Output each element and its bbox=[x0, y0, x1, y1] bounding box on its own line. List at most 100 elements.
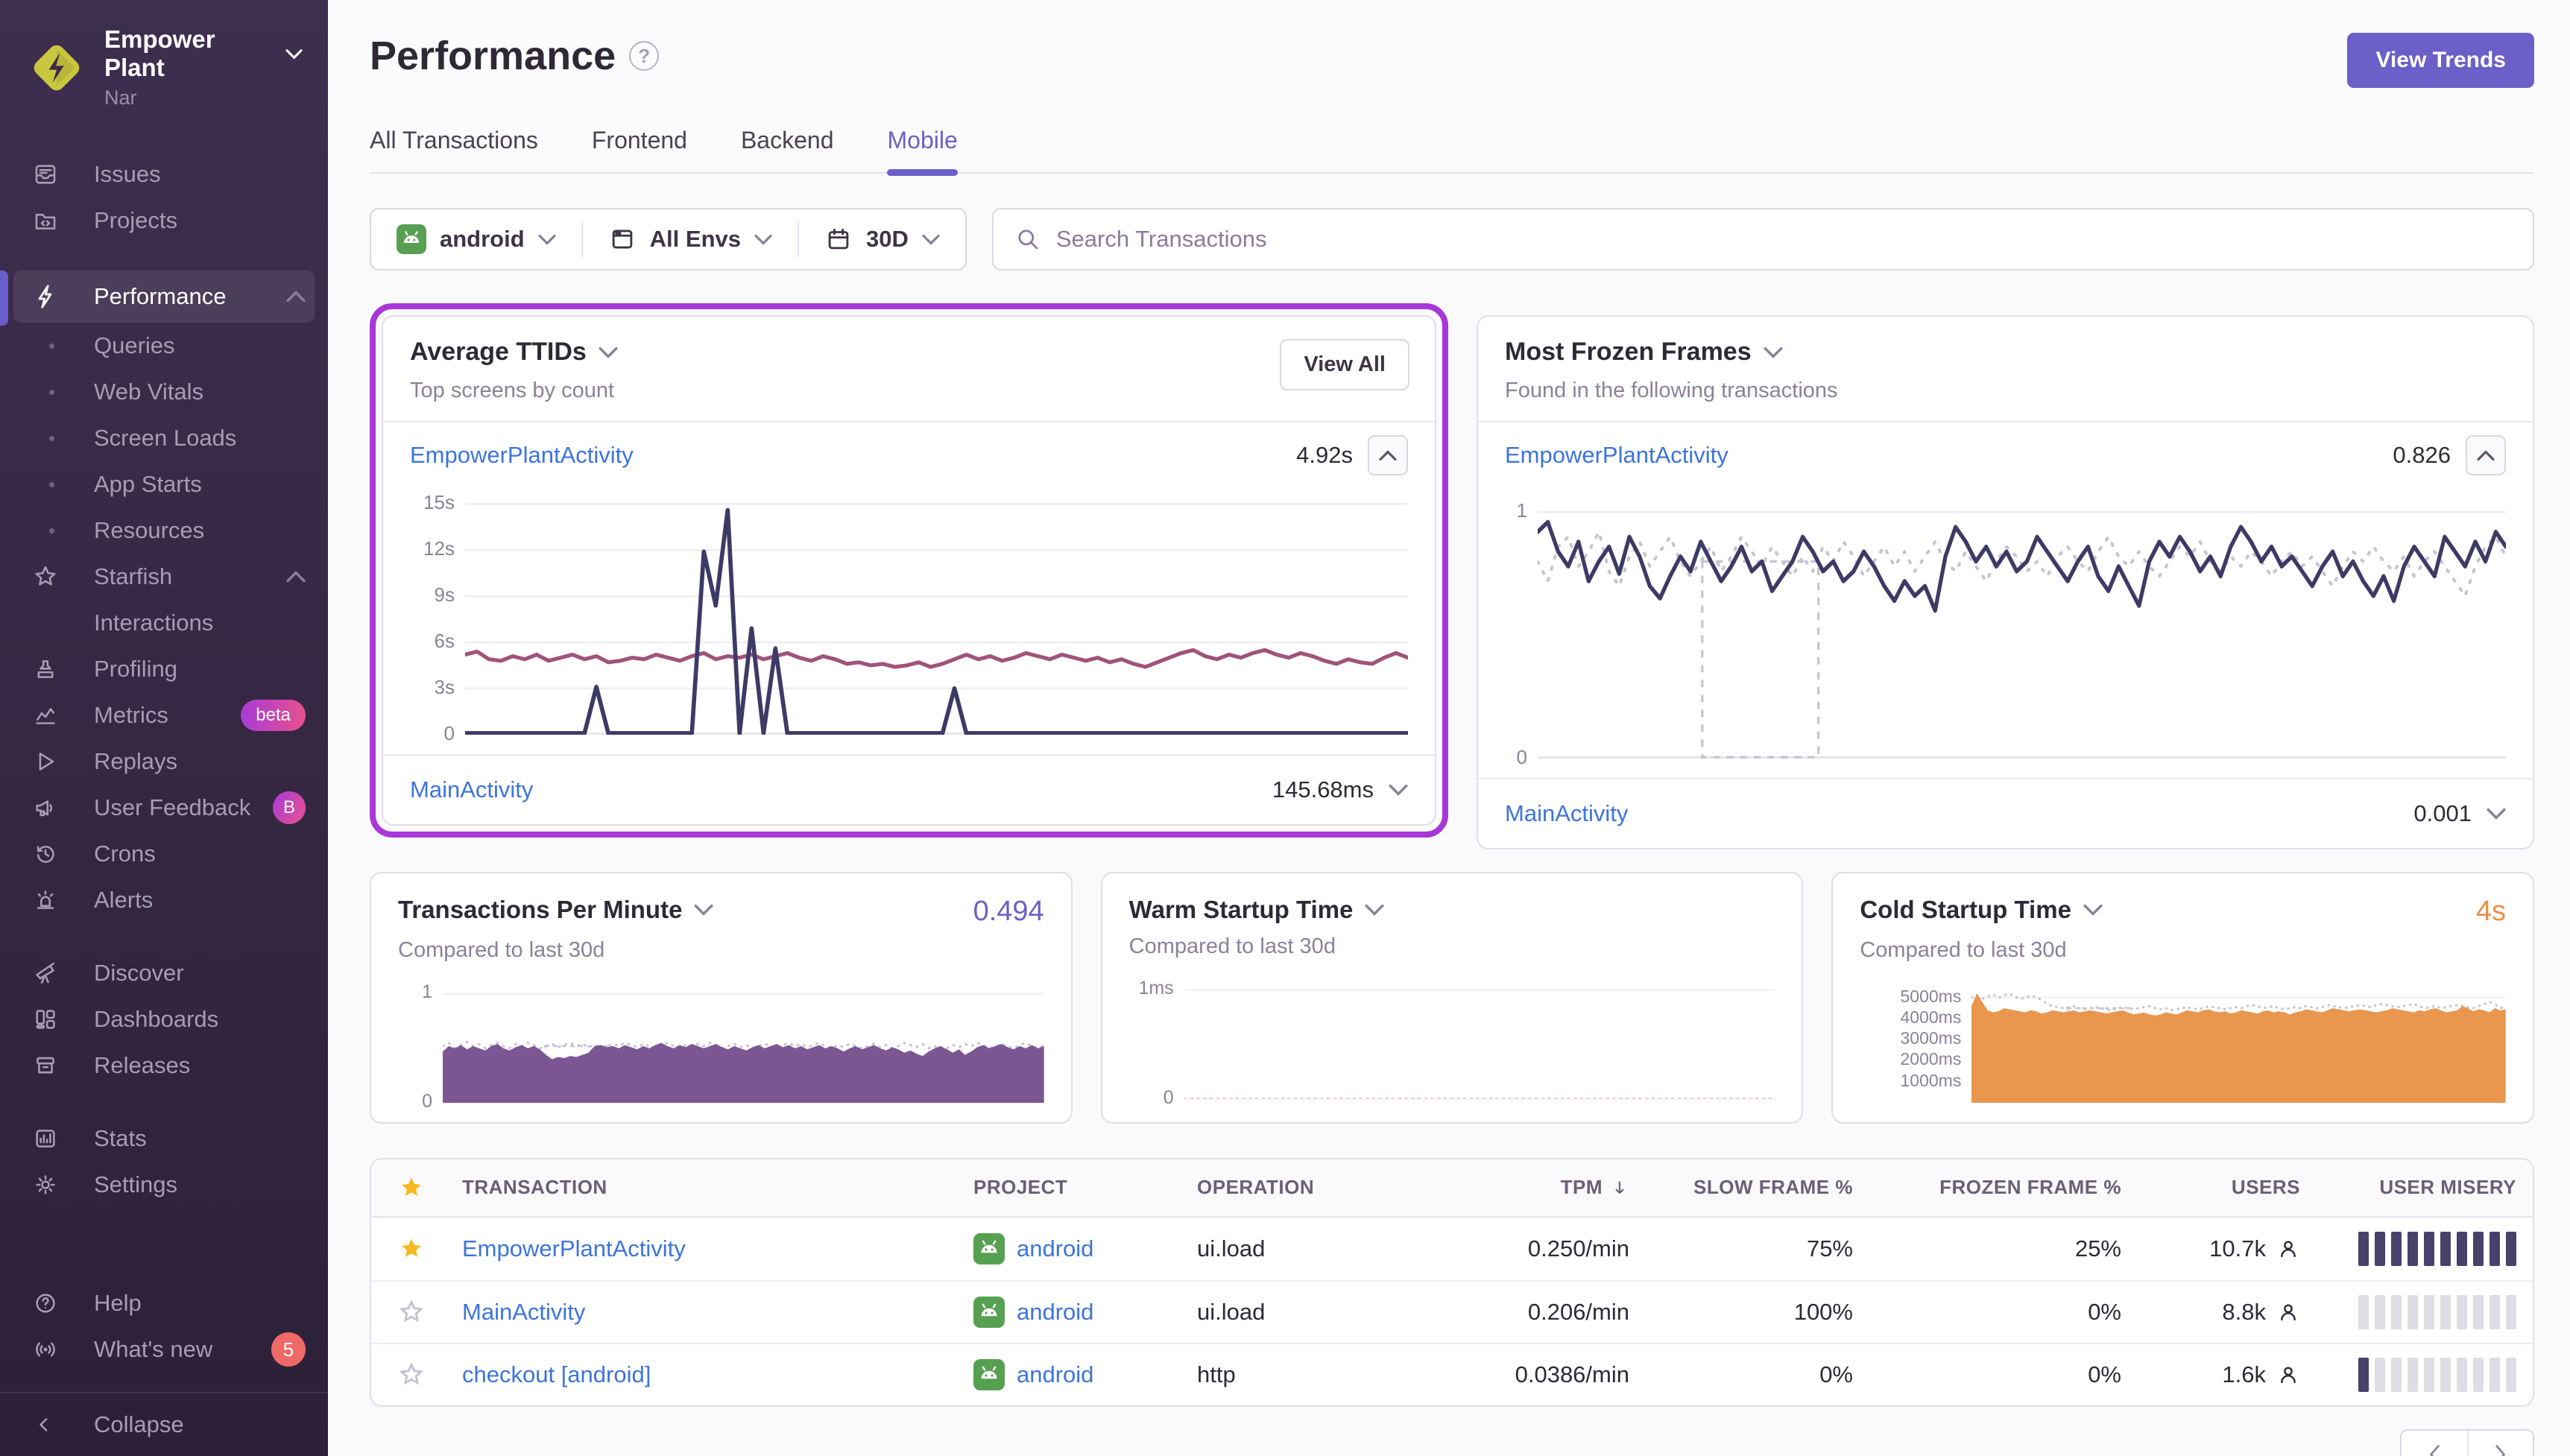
sidebar-item-label: Web Vitals bbox=[94, 379, 204, 405]
sidebar-item-interactions[interactable]: Interactions bbox=[0, 600, 328, 646]
sidebar-item-whats-new[interactable]: What's new 5 bbox=[0, 1326, 328, 1373]
sidebar-item-app-starts[interactable]: App Starts bbox=[0, 461, 328, 507]
col-project[interactable]: PROJECT bbox=[973, 1176, 1068, 1199]
page-filter-group: android All Envs 30D bbox=[370, 208, 967, 270]
transaction-link[interactable]: EmpowerPlantActivity bbox=[1505, 442, 1728, 468]
sidebar-item-replays[interactable]: Replays bbox=[0, 738, 328, 785]
sidebar-item-screen-loads[interactable]: Screen Loads bbox=[0, 415, 328, 461]
previous-page-button[interactable] bbox=[2402, 1430, 2467, 1456]
chevron-up-icon bbox=[286, 571, 306, 583]
sidebar-item-profiling[interactable]: Profiling bbox=[0, 646, 328, 692]
card-title[interactable]: Cold Startup Time bbox=[1860, 895, 2071, 923]
search-input[interactable] bbox=[1055, 226, 2512, 253]
panel-title[interactable]: Average TTIDs bbox=[410, 338, 587, 366]
help-circle-icon[interactable]: ? bbox=[629, 41, 660, 71]
org-switcher[interactable]: Empower Plant Nar bbox=[0, 25, 328, 110]
metric-value: 0.001 bbox=[2413, 800, 2472, 826]
main-content: Performance ? View Trends All Transactio… bbox=[328, 0, 2570, 1456]
sidebar-item-issues[interactable]: Issues bbox=[0, 151, 328, 197]
view-all-button[interactable]: View All bbox=[1280, 339, 1409, 390]
expand-chart-chevron-icon[interactable] bbox=[2487, 808, 2506, 820]
sidebar-collapse-button[interactable]: Collapse bbox=[0, 1392, 328, 1456]
sidebar-item-metrics[interactable]: Metrics beta bbox=[0, 692, 328, 738]
cold-startup-chart bbox=[1971, 985, 2507, 1103]
col-transaction[interactable]: TRANSACTION bbox=[462, 1176, 607, 1199]
transaction-link[interactable]: EmpowerPlantActivity bbox=[410, 442, 634, 468]
col-tpm[interactable]: TPM bbox=[1421, 1176, 1629, 1199]
metric-value: 0.826 bbox=[2393, 442, 2451, 468]
tab-all-transactions[interactable]: All Transactions bbox=[370, 127, 538, 153]
issues-icon bbox=[33, 162, 75, 187]
card-title[interactable]: Transactions Per Minute bbox=[398, 895, 683, 923]
col-user-misery[interactable]: USER MISERY bbox=[2379, 1176, 2516, 1199]
next-page-button[interactable] bbox=[2467, 1430, 2533, 1456]
sidebar-item-performance[interactable]: Performance bbox=[13, 270, 315, 323]
tab-frontend[interactable]: Frontend bbox=[591, 127, 687, 153]
user-misery-bars bbox=[2300, 1294, 2516, 1329]
sidebar-item-crons[interactable]: Crons bbox=[0, 831, 328, 877]
transaction-link[interactable]: EmpowerPlantActivity bbox=[462, 1235, 686, 1262]
sidebar-item-alerts[interactable]: Alerts bbox=[0, 877, 328, 923]
transaction-link[interactable]: MainActivity bbox=[410, 776, 534, 803]
star-toggle[interactable] bbox=[398, 1235, 425, 1262]
collapse-chart-button[interactable] bbox=[2466, 435, 2506, 475]
sidebar-item-discover[interactable]: Discover bbox=[0, 950, 328, 996]
col-slow-frame[interactable]: SLOW FRAME % bbox=[1693, 1176, 1853, 1199]
chevron-down-icon bbox=[754, 234, 772, 245]
releases-archive-icon bbox=[33, 1053, 75, 1078]
sidebar-item-projects[interactable]: Projects bbox=[0, 197, 328, 244]
col-users[interactable]: USERS bbox=[2231, 1176, 2300, 1199]
transaction-link[interactable]: MainActivity bbox=[1505, 800, 1629, 826]
date-range-filter[interactable]: 30D bbox=[799, 209, 965, 269]
chevron-down-icon[interactable] bbox=[694, 904, 714, 916]
sort-desc-icon bbox=[1615, 1181, 1624, 1194]
chevron-down-icon bbox=[922, 234, 940, 245]
transaction-link[interactable]: checkout [android] bbox=[462, 1361, 651, 1387]
tpm-card: Transactions Per Minute 0.494 Compared t… bbox=[370, 871, 1073, 1124]
tab-mobile[interactable]: Mobile bbox=[887, 127, 959, 176]
collapse-chart-button[interactable] bbox=[1368, 435, 1408, 475]
tab-backend[interactable]: Backend bbox=[740, 127, 834, 153]
sidebar-item-starfish[interactable]: Starfish bbox=[0, 554, 328, 600]
collapse-chevron-icon bbox=[33, 1414, 75, 1436]
project-link[interactable]: android bbox=[1017, 1361, 1094, 1387]
star-toggle[interactable] bbox=[398, 1299, 425, 1326]
project-filter[interactable]: android bbox=[371, 209, 581, 269]
view-trends-button[interactable]: View Trends bbox=[2347, 33, 2534, 88]
sidebar-item-label: Starfish bbox=[94, 563, 173, 589]
users-count: 8.8k bbox=[2222, 1298, 2266, 1325]
sidebar-item-user-feedback[interactable]: User Feedback B bbox=[0, 785, 328, 831]
chevron-down-icon[interactable] bbox=[1764, 346, 1783, 358]
card-title[interactable]: Warm Startup Time bbox=[1128, 895, 1354, 923]
org-logo-icon bbox=[34, 45, 80, 90]
sidebar-item-stats[interactable]: Stats bbox=[0, 1115, 328, 1162]
star-toggle[interactable] bbox=[398, 1361, 425, 1388]
avg-ttids-chart bbox=[465, 493, 1408, 735]
project-link[interactable]: android bbox=[1017, 1298, 1094, 1325]
sidebar-item-label: Resources bbox=[94, 517, 205, 543]
chevron-down-icon[interactable] bbox=[2083, 904, 2103, 916]
sidebar-item-web-vitals[interactable]: Web Vitals bbox=[0, 369, 328, 415]
col-frozen-frame[interactable]: FROZEN FRAME % bbox=[1939, 1176, 2121, 1199]
sidebar-item-help[interactable]: Help bbox=[0, 1280, 328, 1326]
sidebar-item-releases[interactable]: Releases bbox=[0, 1042, 328, 1089]
sidebar-item-queries[interactable]: Queries bbox=[0, 323, 328, 369]
panel-title[interactable]: Most Frozen Frames bbox=[1505, 338, 1752, 366]
chevron-down-icon bbox=[538, 234, 556, 245]
col-operation[interactable]: OPERATION bbox=[1197, 1176, 1315, 1199]
metric-value: 145.68ms bbox=[1272, 776, 1374, 803]
chevron-down-icon[interactable] bbox=[1365, 904, 1384, 916]
transaction-link[interactable]: MainActivity bbox=[462, 1298, 586, 1325]
chevron-down-icon[interactable] bbox=[599, 346, 618, 358]
environment-filter[interactable]: All Envs bbox=[583, 209, 798, 269]
sidebar-item-resources[interactable]: Resources bbox=[0, 507, 328, 554]
sidebar-item-dashboards[interactable]: Dashboards bbox=[0, 996, 328, 1042]
sidebar-item-settings[interactable]: Settings bbox=[0, 1162, 328, 1208]
card-value: 0.494 bbox=[973, 895, 1044, 927]
operation-cell: ui.load bbox=[1197, 1235, 1266, 1262]
star-header-icon[interactable] bbox=[398, 1174, 425, 1201]
page-header: Performance ? View Trends All Transactio… bbox=[328, 0, 2570, 176]
expand-chart-chevron-icon[interactable] bbox=[1389, 784, 1408, 796]
project-link[interactable]: android bbox=[1017, 1235, 1094, 1262]
tpm-cell: 0.0386/min bbox=[1515, 1361, 1629, 1387]
